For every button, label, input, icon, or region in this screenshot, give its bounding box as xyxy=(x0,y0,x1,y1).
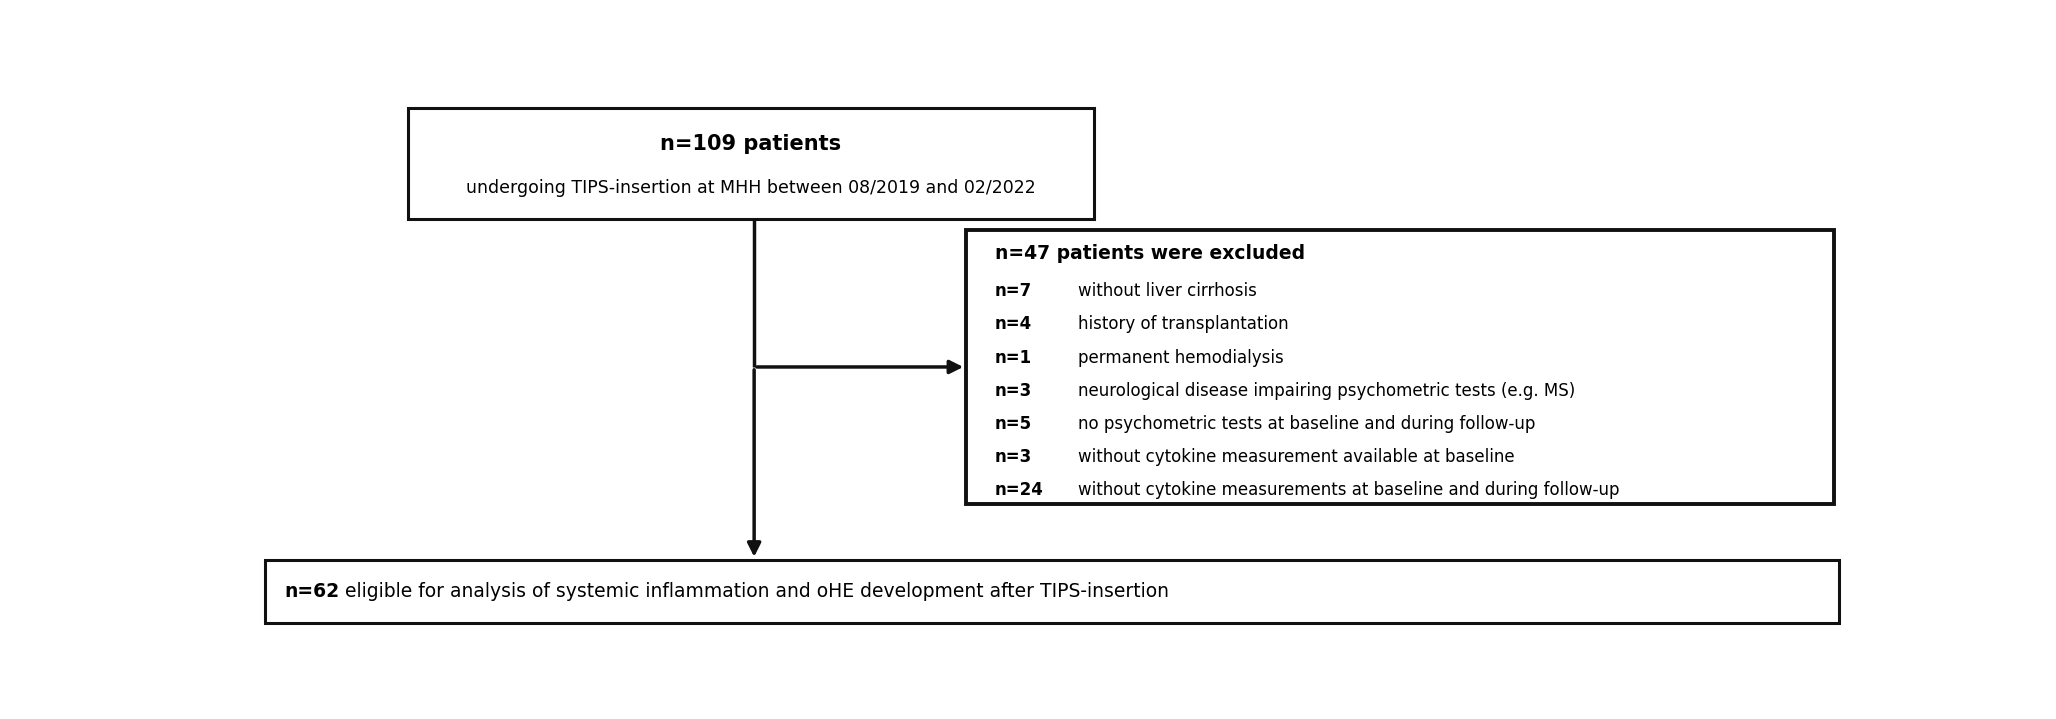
Text: without cytokine measurement available at baseline: without cytokine measurement available a… xyxy=(1077,448,1513,466)
Text: history of transplantation: history of transplantation xyxy=(1077,316,1289,334)
Text: n=47 patients were excluded: n=47 patients were excluded xyxy=(995,244,1306,263)
Text: neurological disease impairing psychometric tests (e.g. MS): neurological disease impairing psychomet… xyxy=(1077,382,1575,400)
Text: n=5: n=5 xyxy=(995,415,1032,433)
FancyBboxPatch shape xyxy=(966,230,1834,504)
Text: without cytokine measurements at baseline and during follow-up: without cytokine measurements at baselin… xyxy=(1077,482,1620,500)
Text: n=4: n=4 xyxy=(995,316,1032,334)
Text: n=7: n=7 xyxy=(995,282,1032,300)
Text: n=62: n=62 xyxy=(284,582,339,601)
FancyBboxPatch shape xyxy=(409,109,1094,219)
Text: undergoing TIPS-insertion at MHH between 08/2019 and 02/2022: undergoing TIPS-insertion at MHH between… xyxy=(467,179,1036,197)
Text: n=24: n=24 xyxy=(995,482,1044,500)
Text: n=109 patients: n=109 patients xyxy=(660,134,841,154)
Text: n=3: n=3 xyxy=(995,382,1032,400)
Text: no psychometric tests at baseline and during follow-up: no psychometric tests at baseline and du… xyxy=(1077,415,1536,433)
FancyBboxPatch shape xyxy=(265,559,1840,623)
Text: n=1: n=1 xyxy=(995,349,1032,367)
Text: permanent hemodialysis: permanent hemodialysis xyxy=(1077,349,1283,367)
Text: eligible for analysis of systemic inflammation and oHE development after TIPS-in: eligible for analysis of systemic inflam… xyxy=(345,582,1168,601)
Text: n=3: n=3 xyxy=(995,448,1032,466)
Text: without liver cirrhosis: without liver cirrhosis xyxy=(1077,282,1256,300)
